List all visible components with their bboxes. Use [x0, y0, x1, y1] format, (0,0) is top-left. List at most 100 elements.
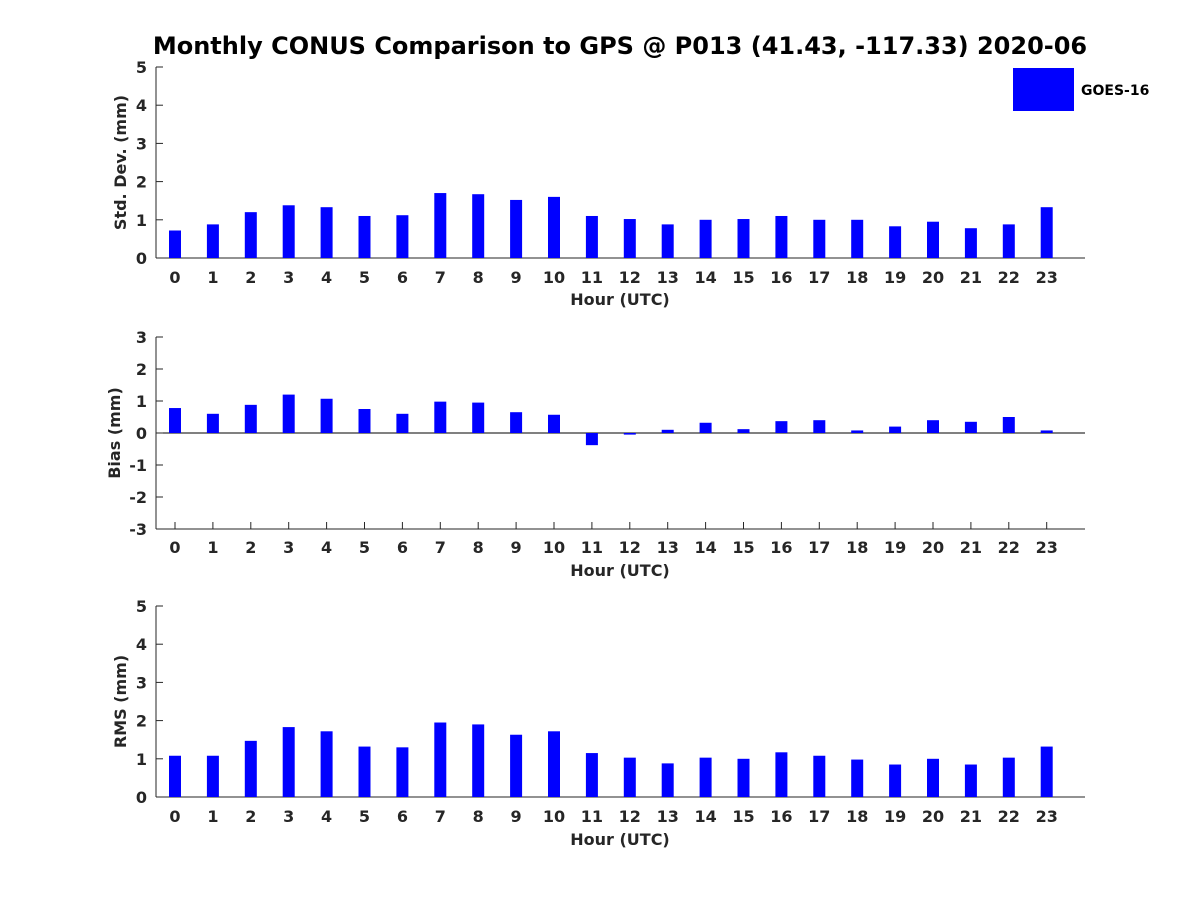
rms-xtick-label: 3	[283, 807, 294, 826]
legend: GOES-16	[1013, 68, 1149, 111]
bias-xtick-label: 11	[581, 538, 603, 557]
std-dev-bar-hour-20	[927, 221, 939, 258]
std-dev-xtick-label: 10	[543, 268, 565, 287]
rms-ytick-label: 4	[136, 635, 147, 654]
rms-ytick-label: 2	[136, 712, 147, 731]
std-dev-ytick-label: 0	[136, 249, 147, 268]
bias-xtick-label: 22	[998, 538, 1020, 557]
bias-xtick-label: 12	[619, 538, 641, 557]
bias-ytick-label: 3	[136, 328, 147, 347]
rms-xtick-label: 22	[998, 807, 1020, 826]
bias-xtick-label: 9	[511, 538, 522, 557]
bias-x-axis-label: Hour (UTC)	[570, 561, 670, 580]
rms-xtick-label: 21	[960, 807, 982, 826]
bias-xtick-label: 21	[960, 538, 982, 557]
bias-bar-hour-22	[1002, 417, 1015, 433]
rms-bar-hour-22	[1002, 757, 1015, 797]
std-dev-xtick-label: 21	[960, 268, 982, 287]
std-dev-bar-hour-6	[396, 215, 409, 258]
bias-bar-hour-10	[548, 414, 560, 433]
std-dev-bar-hour-12	[623, 219, 636, 258]
std-dev-bar-hour-0	[169, 230, 181, 258]
std-dev-xtick-label: 3	[283, 268, 294, 287]
rms-xtick-label: 11	[581, 807, 603, 826]
rms-ytick-label: 1	[136, 750, 147, 769]
std-dev-bar-hour-9	[510, 199, 523, 258]
rms-y-axis-label: RMS (mm)	[111, 655, 130, 748]
rms-xtick-label: 6	[397, 807, 408, 826]
bias-xtick-label: 0	[169, 538, 180, 557]
rms-xtick-label: 0	[169, 807, 180, 826]
std-dev-bar-hour-10	[548, 196, 560, 258]
std-dev-bar-hour-4	[320, 207, 333, 258]
rms-xtick-label: 16	[770, 807, 792, 826]
rms-bar-hour-11	[585, 753, 598, 797]
std-dev-xtick-label: 14	[694, 268, 716, 287]
bias-bar-hour-8	[472, 402, 485, 433]
rms-bar-hour-5	[358, 746, 371, 797]
bias-bar-hour-6	[396, 413, 409, 433]
rms-bar-hour-6	[396, 747, 409, 797]
bias-xtick-label: 6	[397, 538, 408, 557]
bias-xtick-label: 23	[1036, 538, 1058, 557]
std-dev-bar-hour-3	[282, 205, 295, 258]
bias-xtick-label: 20	[922, 538, 944, 557]
rms-bar-hour-20	[927, 758, 939, 797]
std-dev-xtick-label: 18	[846, 268, 868, 287]
rms-bar-hour-9	[510, 734, 523, 797]
rms-xtick-label: 12	[619, 807, 641, 826]
bias-bar-hour-13	[661, 429, 674, 433]
bias-xtick-label: 8	[473, 538, 484, 557]
std-dev-x-axis-label: Hour (UTC)	[570, 290, 670, 309]
std-dev-ytick-label: 4	[136, 96, 147, 115]
bias-bar-hour-3	[282, 394, 295, 433]
bias-ytick-label: -2	[129, 488, 147, 507]
rms-bar-hour-8	[472, 724, 485, 797]
rms-ytick-label: 3	[136, 673, 147, 692]
std-dev-xtick-label: 23	[1036, 268, 1058, 287]
std-dev-xtick-label: 19	[884, 268, 906, 287]
std-dev-xtick-label: 7	[435, 268, 446, 287]
bias-xtick-label: 3	[283, 538, 294, 557]
rms-xtick-label: 13	[657, 807, 679, 826]
bias-ytick-label: 2	[136, 360, 147, 379]
rms-bar-hour-17	[813, 755, 826, 797]
bias-ytick-label: -3	[129, 520, 147, 539]
rms-bar-hour-2	[244, 740, 257, 797]
std-dev-xtick-label: 9	[511, 268, 522, 287]
rms-bar-hour-14	[699, 757, 712, 797]
std-dev-bar-hour-11	[585, 215, 598, 258]
bias-bar-hour-5	[358, 409, 371, 433]
rms-xtick-label: 17	[808, 807, 830, 826]
bias-xtick-label: 18	[846, 538, 868, 557]
std-dev-bar-hour-16	[775, 215, 788, 258]
std-dev-xtick-label: 22	[998, 268, 1020, 287]
rms-bar-hour-13	[661, 763, 674, 797]
std-dev-xtick-label: 16	[770, 268, 792, 287]
std-dev-xtick-label: 12	[619, 268, 641, 287]
std-dev-bar-hour-17	[813, 219, 826, 258]
bias-bar-hour-1	[206, 413, 219, 433]
bias-bar-hour-4	[320, 398, 333, 433]
bias-xtick-label: 19	[884, 538, 906, 557]
rms-bar-hour-4	[320, 731, 333, 797]
bias-bar-hour-0	[169, 408, 181, 433]
bias-bar-hour-20	[927, 420, 939, 433]
std-dev-bar-hour-19	[889, 226, 902, 258]
bias-xtick-label: 17	[808, 538, 830, 557]
bias-xtick-label: 14	[694, 538, 716, 557]
rms-xtick-label: 14	[694, 807, 716, 826]
rms-xtick-label: 1	[207, 807, 218, 826]
std-dev-bar-hour-15	[737, 219, 750, 258]
bias-xtick-label: 13	[657, 538, 679, 557]
std-dev-ytick-label: 3	[136, 134, 147, 153]
rms-bar-hour-1	[206, 755, 219, 797]
bias-xtick-label: 2	[245, 538, 256, 557]
rms-xtick-label: 8	[473, 807, 484, 826]
bias-xtick-label: 5	[359, 538, 370, 557]
rms-bar-hour-23	[1040, 746, 1053, 797]
rms-xtick-label: 15	[732, 807, 754, 826]
bias-xtick-label: 16	[770, 538, 792, 557]
